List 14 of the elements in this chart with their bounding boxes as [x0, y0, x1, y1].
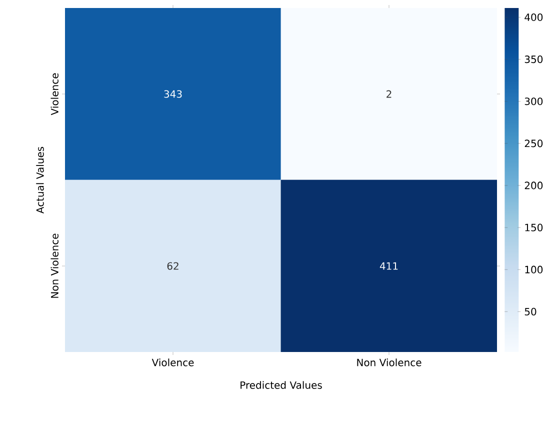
color-bar-label: 50: [524, 308, 536, 316]
data-label: 343: [164, 90, 182, 98]
data-label: 62: [167, 262, 178, 270]
color-bar-label: 200: [524, 182, 543, 190]
x-axis-title: Predicted Values: [240, 381, 322, 389]
y-axis-title: Actual Values: [36, 146, 44, 214]
color-bar-label: 300: [524, 98, 543, 106]
color-bar-label: 350: [524, 56, 543, 64]
color-bar-label: 400: [524, 13, 543, 22]
color-bar-label: 100: [525, 266, 543, 274]
data-label: 411: [380, 262, 398, 270]
data-label: 2: [386, 90, 392, 98]
color-bar-label: 250: [524, 140, 543, 148]
color-bar-label: 150: [525, 224, 543, 232]
